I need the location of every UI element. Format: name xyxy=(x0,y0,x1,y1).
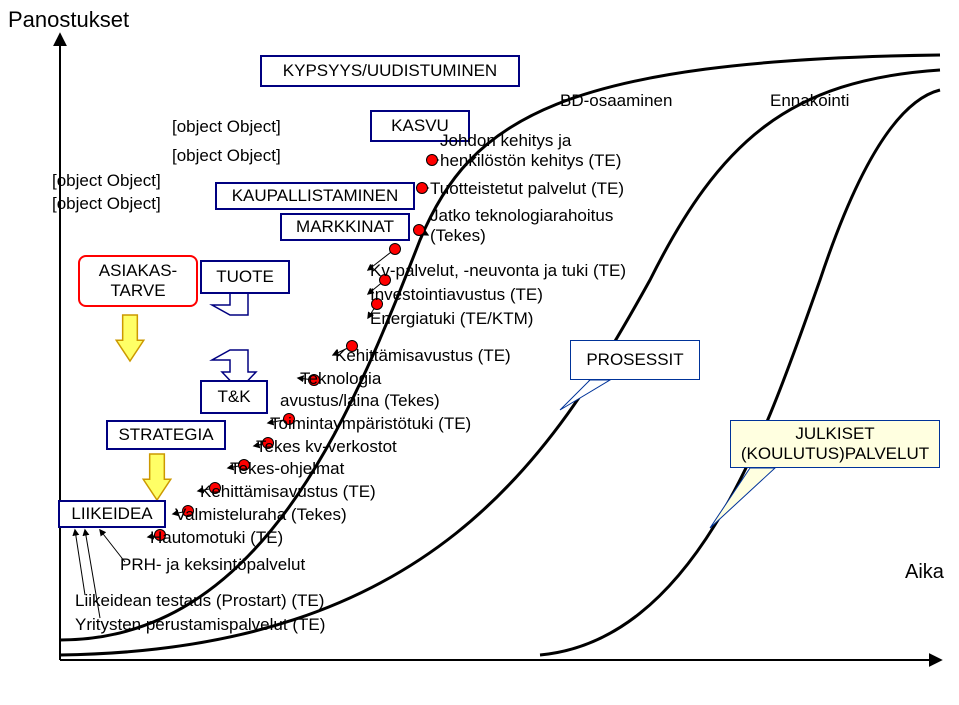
bottom-label-0: Liikeidean testaus (Prostart) (TE) xyxy=(75,590,324,611)
label-paaoma: [object Object] xyxy=(52,193,161,214)
right-item-1: henkilöstön kehitys (TE) xyxy=(440,150,621,171)
callout-tail-prosessit xyxy=(560,380,610,410)
box-tk-label: T&K xyxy=(217,387,250,407)
header-box-label: KYPSYYS/UUDISTUMINEN xyxy=(283,61,497,81)
right-item-14: Kehittämisavustus (TE) xyxy=(200,481,376,502)
right-item-6: Investointiavustus (TE) xyxy=(370,284,543,305)
box-tk: T&K xyxy=(200,380,268,414)
label-finpro: [object Object] xyxy=(172,145,281,166)
bottom-label-1: Yritysten perustamispalvelut (TE) xyxy=(75,614,325,635)
box-liikeidea: LIIKEIDEA xyxy=(58,500,166,528)
callout-julkiset-line1: JULKISET xyxy=(741,424,929,444)
callout-prosessit: PROSESSIT xyxy=(570,340,700,380)
box-strategia-label: STRATEGIA xyxy=(118,425,213,445)
right-item-13: Tekes-ohjelmat xyxy=(230,458,344,479)
box-liikeidea-label: LIIKEIDEA xyxy=(71,504,152,524)
box-kaupall-label: KAUPALLISTAMINEN xyxy=(232,186,399,206)
right-item-3: Jatko teknologiarahoitus xyxy=(430,205,613,226)
right-item-4: (Tekes) xyxy=(430,225,486,246)
box-asiakastarve: ASIAKAS- TARVE xyxy=(78,255,198,307)
label-bd-osaaminen: BD-osaaminen xyxy=(560,90,672,111)
box-tuote-label: TUOTE xyxy=(216,267,274,287)
right-item-12: Tekes kv-verkostot xyxy=(256,436,397,457)
box-strategia: STRATEGIA xyxy=(106,420,226,450)
block-arrow-down-2 xyxy=(143,454,171,500)
callout-julkiset: JULKISET (KOULUTUS)PALVELUT xyxy=(730,420,940,468)
header-box: KYPSYYS/UUDISTUMINEN xyxy=(260,55,520,87)
right-item-5: Kv-palvelut, -neuvonta ja tuki (TE) xyxy=(370,260,626,281)
box-kaupallistaminen: KAUPALLISTAMINEN xyxy=(215,182,415,210)
box-markkinat: MARKKINAT xyxy=(280,213,410,241)
label-finnvera: [object Object] xyxy=(52,170,161,191)
block-arrow-down-1 xyxy=(116,315,144,361)
callout-julkiset-line2: (KOULUTUS)PALVELUT xyxy=(741,444,929,464)
label-fintra: [object Object] xyxy=(172,116,281,137)
right-item-9: Teknologia xyxy=(300,368,381,389)
right-item-16: Hautomotuki (TE) xyxy=(150,527,283,548)
right-item-0: Johdon kehitys ja xyxy=(440,130,571,151)
axis-x-label: Aika xyxy=(905,560,944,585)
right-item-8: Kehittämisavustus (TE) xyxy=(335,345,511,366)
box-asiakas-line1: ASIAKAS- xyxy=(99,261,177,281)
box-markkinat-label: MARKKINAT xyxy=(296,217,394,237)
right-item-11: Toimintaympäristötuki (TE) xyxy=(270,413,471,434)
right-item-15: Valmisteluraha (Tekes) xyxy=(175,504,347,525)
box-tuote: TUOTE xyxy=(200,260,290,294)
right-item-10: avustus/laina (Tekes) xyxy=(280,390,440,411)
right-item-2: Tuotteistetut palvelut (TE) xyxy=(430,178,624,199)
right-item-17: PRH- ja keksintöpalvelut xyxy=(120,554,305,575)
callout-prosessit-label: PROSESSIT xyxy=(586,350,683,370)
box-asiakas-line2: TARVE xyxy=(99,281,177,301)
label-ennakointi: Ennakointi xyxy=(770,90,849,111)
right-item-7: Energiatuki (TE/KTM) xyxy=(370,308,533,329)
